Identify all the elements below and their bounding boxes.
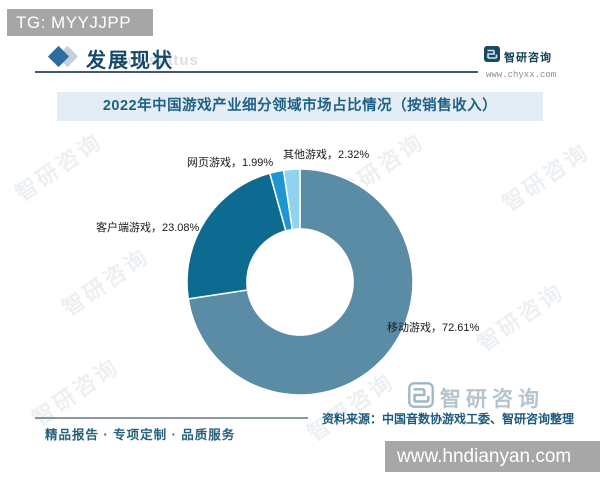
data-source-text: 资料来源：中国音数协游戏工委、智研咨询整理 [322, 412, 575, 426]
brand-logo-watermark-icon [408, 382, 434, 413]
header-divider [35, 71, 478, 73]
pie-label-mobile-games: 移动游戏，72.61% [387, 322, 480, 334]
brand-name: 智研咨询 [504, 51, 552, 64]
brand-logo-icon [484, 46, 500, 67]
brand-block: 智研咨询 www.chyxx.com [484, 46, 574, 80]
site-url-badge[interactable]: www.hndianyan.com [385, 441, 600, 472]
tg-contact-badge: TG: MYYJJPP [7, 9, 153, 36]
section-title: 发展现状 [86, 50, 174, 72]
pie-label-web-games: 网页游戏，1.99% [187, 157, 274, 169]
footer-divider [35, 417, 308, 419]
chart-title: 2022年中国游戏产业细分领域市场占比情况（按销售收入） [57, 92, 543, 121]
pie-label-other-games: 其他游戏，2.32% [283, 149, 370, 161]
brand-url-link[interactable]: www.chyxx.com [486, 70, 557, 80]
donut-segment-移动游戏 [187, 168, 414, 396]
pie-label-client-games: 客户端游戏，23.08% [96, 222, 200, 234]
footer-tagline: 精品报告 · 专项定制 · 品质服务 [45, 428, 236, 442]
header-watermark-text: ent status [118, 52, 199, 69]
donut-segment-其他游戏 [282, 168, 301, 231]
donut-segment-客户端游戏 [186, 172, 287, 300]
footer-brand-watermark: 智研咨询 [408, 382, 544, 413]
footer-brand-watermark-text: 智研咨询 [440, 387, 544, 411]
